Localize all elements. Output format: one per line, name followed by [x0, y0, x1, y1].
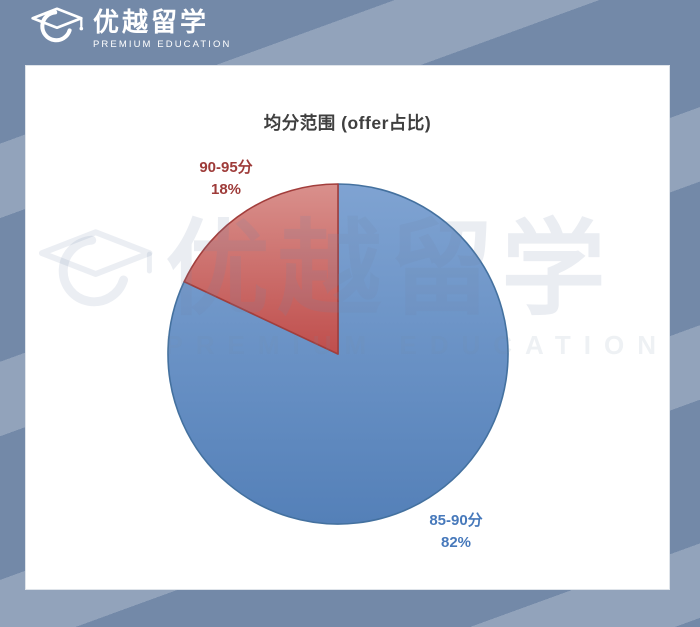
slice-label-text: 85-90分: [429, 512, 483, 529]
brand-header: 优越留学 PREMIUM EDUCATION: [30, 6, 231, 53]
pie-chart: [167, 183, 509, 525]
graduation-cap-icon: [31, 7, 84, 43]
slice-label-text: 90-95分: [199, 159, 253, 176]
chart-title: 均分范围 (offer占比): [263, 113, 432, 133]
slice-label-value: 18%: [210, 181, 242, 198]
brand-name-en: PREMIUM EDUCATION: [93, 38, 232, 50]
pie-slice-90-95分: [183, 183, 339, 355]
brand-name-cn: 优越留学: [93, 7, 210, 38]
pie-slice-85-90分: [167, 183, 509, 525]
slice-label-90-95: 90-95分 18%: [146, 157, 306, 201]
brand-text: 优越留学 PREMIUM EDUCATION: [93, 7, 232, 50]
slice-label-value: 82%: [440, 534, 472, 551]
chart-card: 均分范围 (offer占比) 90-95分 18% 85-90分 82% 优越留…: [25, 65, 670, 590]
slice-label-85-90: 85-90分 82%: [376, 510, 536, 554]
